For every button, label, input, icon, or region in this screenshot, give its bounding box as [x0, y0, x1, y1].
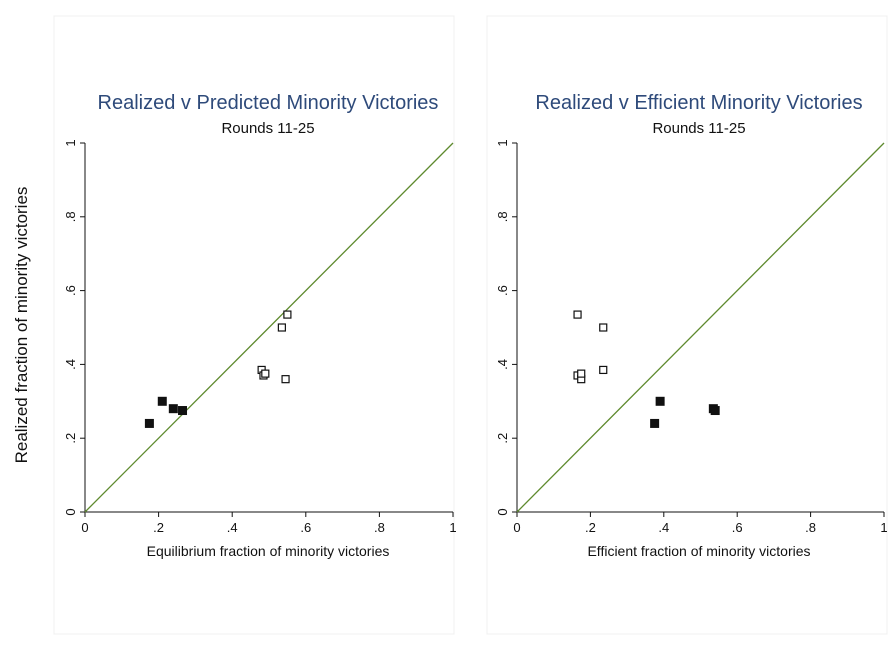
y-tick-label: 0 — [63, 508, 78, 515]
x-tick-label: 1 — [449, 520, 456, 535]
right-chart-title: Realized v Efficient Minority Victories — [535, 92, 862, 114]
x-tick-label: .2 — [585, 520, 596, 535]
right-chart-subtitle: Rounds 11-25 — [652, 120, 745, 137]
y-tick-label: .4 — [63, 359, 78, 370]
reference-line — [84, 142, 454, 513]
left-panel-frame — [53, 15, 455, 635]
filled-square-point — [178, 406, 188, 416]
hollow-square-point — [261, 369, 270, 378]
filled-square-point — [168, 404, 178, 414]
y-tick-label: .6 — [495, 285, 510, 296]
y-tick-label: 1 — [495, 139, 510, 146]
x-tick-label: .6 — [732, 520, 743, 535]
hollow-square-point — [573, 310, 582, 319]
x-tick-label: .2 — [153, 520, 164, 535]
hollow-square-point — [281, 375, 290, 384]
y-tick-label: .2 — [63, 433, 78, 444]
filled-square-point — [710, 406, 720, 416]
hollow-square-point — [277, 323, 286, 332]
filled-square-point — [650, 418, 660, 428]
left-chart-title: Realized v Predicted Minority Victories — [98, 92, 439, 114]
x-tick-label: 1 — [880, 520, 887, 535]
hollow-square-point — [577, 369, 586, 378]
shared-y-axis-label: Realized fraction of minority victories — [12, 187, 31, 464]
x-tick-label: .6 — [300, 520, 311, 535]
right-scatter-panel: Realized v Efficient Minority Victories … — [495, 92, 888, 559]
filled-square-point — [655, 396, 665, 406]
left-chart-subtitle: Rounds 11-25 — [221, 120, 314, 137]
y-tick-label: .4 — [495, 359, 510, 370]
x-tick-label: .4 — [227, 520, 238, 535]
x-tick-label: .8 — [805, 520, 816, 535]
right-x-axis-label: Efficient fraction of minority victories — [587, 543, 810, 559]
y-tick-label: .6 — [63, 285, 78, 296]
left-x-axis-label: Equilibrium fraction of minority victori… — [147, 543, 390, 559]
filled-square-point — [157, 396, 167, 406]
hollow-square-point — [599, 323, 608, 332]
left-scatter-panel: Realized v Predicted Minority Victories … — [63, 92, 457, 559]
reference-line — [516, 142, 885, 513]
right-panel-frame — [486, 15, 888, 635]
x-tick-label: 0 — [513, 520, 520, 535]
x-tick-label: 0 — [81, 520, 88, 535]
x-tick-label: .4 — [658, 520, 669, 535]
y-tick-label: 1 — [63, 139, 78, 146]
hollow-square-point — [599, 365, 608, 375]
hollow-square-point — [283, 310, 292, 319]
x-tick-label: .8 — [374, 520, 385, 535]
y-tick-label: .2 — [495, 433, 510, 444]
filled-square-point — [144, 418, 154, 428]
y-tick-label: .8 — [495, 211, 510, 222]
y-tick-label: 0 — [495, 508, 510, 515]
y-tick-label: .8 — [63, 211, 78, 222]
